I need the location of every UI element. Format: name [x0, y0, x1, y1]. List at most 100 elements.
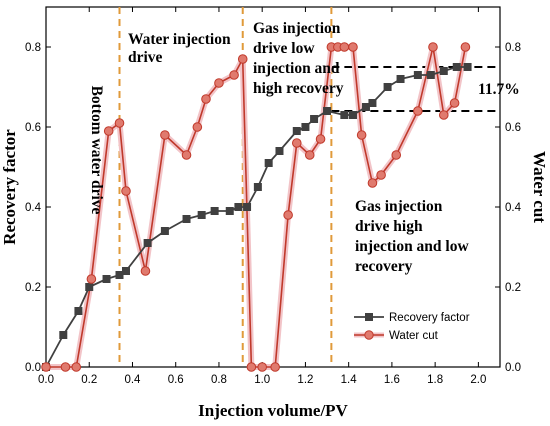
series-group — [41, 42, 472, 372]
water-cut-point — [449, 98, 460, 108]
recovery-factor-point — [59, 331, 68, 339]
annotation-line: Gas injection — [253, 20, 341, 37]
recovery-factor-point — [253, 183, 262, 191]
recovery-factor-point — [210, 207, 219, 215]
water-cut-point — [291, 138, 302, 148]
annotation-line: recovery — [355, 258, 413, 275]
annotation-gas-low: Gas injection drive low injection and hi… — [253, 20, 344, 97]
x-tick-label: 0.4 — [124, 374, 141, 386]
water-cut-point — [103, 126, 114, 136]
water-cut-point — [376, 170, 386, 180]
water-cut-point — [71, 362, 82, 372]
recovery-factor-point — [439, 67, 448, 75]
recovery-factor-point — [115, 271, 124, 279]
water-cut-point — [257, 362, 267, 372]
x-tick-label: 2.0 — [470, 374, 486, 386]
water-cut-point — [214, 78, 224, 88]
x-tick-label: 0.2 — [81, 374, 97, 386]
recovery-factor-point — [243, 203, 252, 211]
right-y-tick-label: 0.0 — [505, 362, 521, 374]
water-cut-point — [60, 362, 71, 372]
left-y-tick-label: 0.8 — [25, 42, 41, 54]
left-y-tick-label: 0.0 — [25, 362, 41, 374]
water-cut-point — [315, 134, 326, 144]
left-y-tick-label: 0.2 — [25, 282, 41, 294]
water-cut-point — [140, 266, 151, 276]
annotation-line: high recovery — [253, 80, 344, 97]
water-cut-point — [283, 210, 293, 220]
x-tick-label: 0.0 — [38, 374, 54, 386]
recovery-factor-point — [396, 75, 405, 83]
recovery-factor-point — [143, 239, 152, 247]
recovery-factor-point — [413, 71, 422, 79]
water-cut-point — [114, 118, 125, 128]
recovery-factor-point — [182, 215, 191, 223]
water-cut-point — [41, 362, 51, 372]
recovery-factor-point — [292, 127, 301, 135]
x-tick-label: 1.4 — [341, 374, 358, 386]
water-cut-point — [237, 54, 248, 64]
x-tick-label: 1.6 — [384, 374, 400, 386]
water-cut-point — [348, 42, 358, 52]
annotation-line: injection and low — [355, 238, 469, 255]
annotation-gas-high: Gas injection drive high injection and l… — [355, 198, 473, 275]
right-y-tick-label: 0.4 — [505, 202, 522, 214]
recovery-factor-point — [121, 267, 130, 275]
water-cut-point — [438, 110, 449, 120]
legend-swatch-watercut-marker — [364, 330, 374, 340]
water-cut-point — [229, 70, 239, 80]
x-tick-label: 1.0 — [254, 374, 270, 386]
water-cut-point — [270, 362, 280, 372]
recovery-factor-point — [197, 211, 206, 219]
annotation-line: drive high — [355, 218, 423, 235]
x-axis-title: Injection volume/PV — [198, 401, 348, 420]
recovery-factor-point — [361, 103, 370, 111]
annotation-water-injection: Water injection drive — [128, 31, 234, 66]
annotation-line: Water injection — [128, 31, 231, 48]
legend-label-watercut: Water cut — [389, 330, 439, 342]
recovery-factor-point — [310, 115, 319, 123]
recovery-factor-point — [74, 307, 83, 315]
annotation-line: Gas injection — [355, 198, 443, 215]
recovery-factor-point — [234, 203, 243, 211]
x-tick-label: 1.2 — [297, 374, 313, 386]
left-axis-title: Recovery factor — [0, 129, 19, 245]
axis-ticks: 0.0 0.2 0.4 0.6 0.8 1.0 1.2 1.4 1.6 1.8 2.00.0 0.00… — [25, 7, 522, 386]
legend-swatch-recovery-marker — [365, 313, 373, 321]
water-cut-point — [181, 150, 192, 160]
x-tick-label: 1.8 — [427, 374, 443, 386]
water-cut-point — [460, 42, 471, 52]
recovery-factor-point — [323, 107, 332, 115]
water-cut-point — [339, 42, 350, 52]
annotation-line: injection and — [253, 60, 340, 77]
right-y-tick-label: 0.8 — [505, 42, 521, 54]
recovery-factor-point — [348, 111, 357, 119]
recovery-factor-point — [225, 207, 234, 215]
recovery-factor-point — [383, 83, 392, 91]
water-cut-point — [428, 42, 438, 52]
water-cut-point — [86, 274, 97, 284]
recovery-factor-point — [368, 99, 377, 107]
annotation-bottom-water-drive: Bottom water drive — [88, 86, 105, 215]
water-cut-point — [356, 130, 367, 140]
water-cut-point — [192, 122, 203, 132]
annotation-line: drive low — [253, 40, 315, 57]
x-tick-label: 0.8 — [211, 374, 227, 386]
recovery-factor-point — [264, 159, 273, 167]
recovery-factor-point — [85, 283, 94, 291]
water-cut-point — [121, 186, 131, 196]
water-cut-point — [246, 362, 257, 372]
recovery-factor-point — [452, 63, 461, 71]
x-tick-label: 0.6 — [168, 374, 184, 386]
left-y-tick-label: 0.6 — [25, 122, 41, 134]
recovery-factor-point — [426, 71, 435, 79]
water-cut-point — [413, 106, 423, 116]
water-cut-point — [304, 150, 315, 160]
water-cut-point — [367, 178, 378, 188]
recovery-factor-point — [301, 123, 310, 131]
recovery-factor-point — [463, 63, 472, 71]
legend: Recovery factor Water cut — [354, 312, 470, 342]
recovery-factor-point — [160, 227, 169, 235]
left-y-tick-label: 0.4 — [25, 202, 42, 214]
recovery-factor-point — [275, 147, 284, 155]
